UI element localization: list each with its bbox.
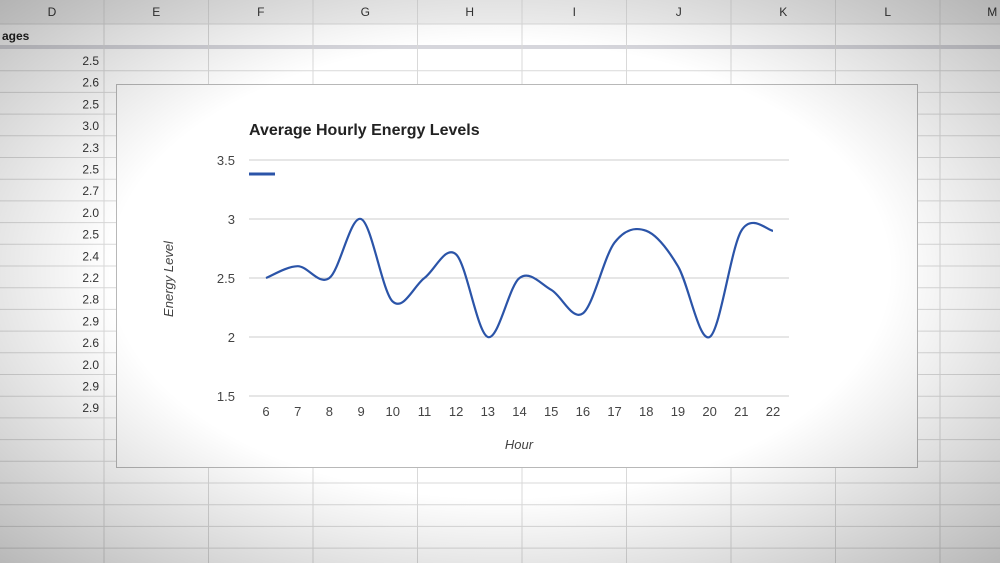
column-header-J[interactable]: J (676, 5, 682, 19)
x-tick-label: 20 (702, 404, 716, 419)
column-header-K[interactable]: K (779, 5, 787, 19)
data-point-hour-18[interactable] (644, 229, 648, 233)
column-header-L[interactable]: L (884, 5, 891, 19)
data-point-hour-6[interactable] (264, 276, 268, 280)
cell-value[interactable]: 2.5 (82, 163, 99, 177)
y-tick-label: 1.5 (217, 389, 235, 404)
column-header-bar (0, 0, 1000, 24)
y-axis-label: Energy Level (161, 240, 176, 317)
gridlines (249, 159, 789, 397)
cell-value[interactable]: 2.5 (82, 228, 99, 242)
cell-value[interactable]: 2.7 (82, 184, 99, 198)
cell-value[interactable]: 2.8 (82, 293, 99, 307)
cell-value[interactable]: 2.0 (82, 206, 99, 220)
cell-value[interactable]: 2.9 (82, 314, 99, 328)
data-point-hour-10[interactable] (391, 300, 395, 304)
x-tick-label: 13 (481, 404, 495, 419)
data-point-hour-16[interactable] (581, 311, 585, 315)
data-point-hour-12[interactable] (454, 252, 458, 256)
data-point-hour-17[interactable] (613, 241, 617, 245)
y-axis-ticks: 1.5 2 2.5 3 3.5 (217, 153, 235, 404)
column-header-I[interactable]: I (573, 5, 576, 19)
x-axis-label: Hour (505, 437, 534, 452)
data-point-hour-9[interactable] (359, 217, 363, 221)
cell-value[interactable]: 2.5 (82, 97, 99, 111)
data-point-hour-22[interactable] (771, 229, 775, 233)
column-header-F[interactable]: F (257, 5, 264, 19)
x-tick-label: 21 (734, 404, 748, 419)
x-tick-label: 22 (766, 404, 780, 419)
data-point-hour-14[interactable] (518, 276, 522, 280)
data-point-hour-20[interactable] (708, 335, 712, 339)
column-header-M[interactable]: M (987, 5, 997, 19)
x-tick-label: 11 (418, 404, 432, 419)
x-tick-label: 8 (326, 404, 333, 419)
cell-value[interactable]: 2.9 (82, 380, 99, 394)
data-point-hour-21[interactable] (739, 229, 743, 233)
cell-value[interactable]: 2.9 (82, 401, 99, 415)
cell-value[interactable]: 2.0 (82, 358, 99, 372)
cell-value[interactable]: 2.4 (82, 249, 99, 263)
series-line (265, 217, 774, 339)
x-tick-label: 9 (357, 404, 364, 419)
chart-title: Average Hourly Energy Levels (249, 122, 480, 139)
cell-value[interactable]: 2.6 (82, 76, 99, 90)
column-header-H[interactable]: H (465, 5, 474, 19)
data-point-hour-7[interactable] (296, 264, 300, 268)
x-tick-label: 14 (512, 404, 526, 419)
data-point-hour-11[interactable] (422, 276, 426, 280)
x-tick-label: 7 (294, 404, 301, 419)
y-tick-label: 3.5 (217, 153, 235, 168)
y-tick-label: 3 (228, 212, 235, 227)
x-tick-label: 6 (262, 404, 269, 419)
frozen-row-divider (0, 45, 1000, 49)
x-tick-label: 10 (386, 404, 400, 419)
data-point-hour-15[interactable] (549, 288, 553, 292)
x-tick-label: 15 (544, 404, 558, 419)
x-tick-label: 17 (607, 404, 621, 419)
column-header-D[interactable]: D (48, 5, 57, 19)
data-point-hour-13[interactable] (486, 335, 490, 339)
cell-value[interactable]: 3.0 (82, 119, 99, 133)
header-cell[interactable]: ages (2, 29, 30, 43)
data-point-hour-8[interactable] (327, 276, 331, 280)
chart-canvas: Average Hourly Energy Levels 1.5 2 2.5 3 3.5… (161, 122, 789, 452)
y-tick-label: 2 (228, 330, 235, 345)
line-chart[interactable]: Average Hourly Energy Levels 1.5 2 2.5 3 3.5… (116, 84, 918, 468)
cell-value[interactable]: 2.6 (82, 336, 99, 350)
column-header-G[interactable]: G (361, 5, 370, 19)
y-tick-label: 2.5 (217, 271, 235, 286)
x-tick-label: 18 (639, 404, 653, 419)
column-header-E[interactable]: E (152, 5, 160, 19)
x-tick-label: 19 (671, 404, 685, 419)
x-tick-label: 16 (576, 404, 590, 419)
cell-value[interactable]: 2.2 (82, 271, 99, 285)
x-axis-ticks: 6 7 8 9 10 11 12 13 14 15 16 17 18 19 20 21 22 (262, 404, 780, 419)
cell-value[interactable]: 2.3 (82, 141, 99, 155)
cell-value[interactable]: 2.5 (82, 54, 99, 68)
data-point-hour-19[interactable] (676, 264, 680, 268)
x-tick-label: 12 (449, 404, 463, 419)
